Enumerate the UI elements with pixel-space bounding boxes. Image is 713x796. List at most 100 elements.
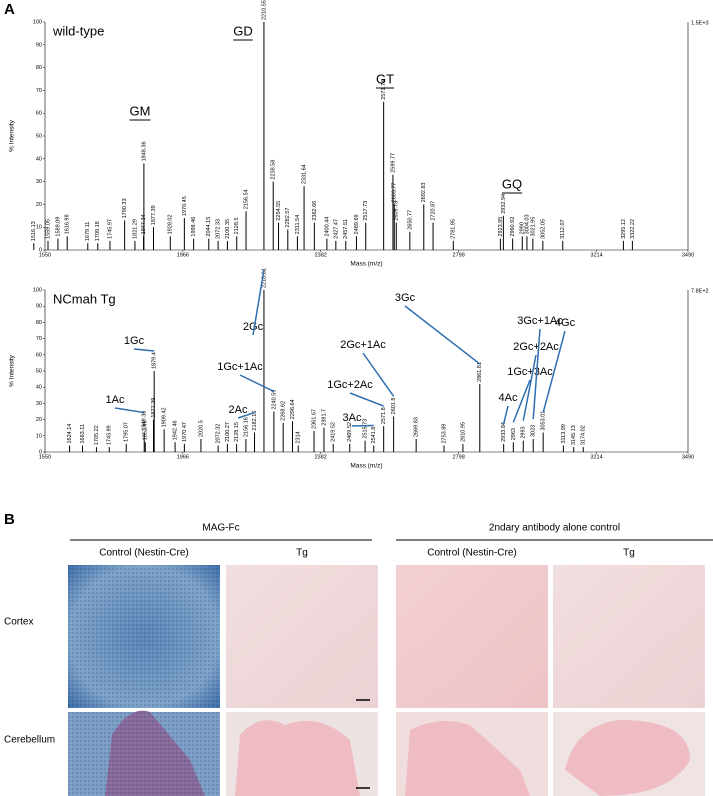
peak-mass-label: 2489.69 (354, 214, 360, 234)
peak-mass-label: 1745.97 (107, 219, 113, 239)
peak-mass-label: 3112.07 (560, 219, 566, 238)
peak-mass-label: 2210.61 (261, 268, 267, 288)
image-region (565, 720, 690, 796)
annotation: 3Ac (343, 412, 362, 424)
y-tick-label: 40 (36, 156, 42, 162)
annotation: 2Ac (229, 404, 248, 416)
peak-mass-label: 3053.01 (541, 411, 547, 431)
peak-mass-label: 2810.95 (460, 422, 466, 442)
peak-mass-label: 2240.59 (271, 390, 277, 410)
peak-mass-label: 1942.46 (173, 420, 179, 440)
max-intensity-label: 7.8E+2 (691, 288, 709, 294)
peak-mass-label: 1909.42 (162, 407, 168, 427)
peak-mass-label: 2990 (520, 222, 526, 234)
y-tick-label: 40 (36, 385, 42, 391)
annotation: 2Gc+1Ac (340, 339, 386, 351)
annotation-pointer (239, 374, 275, 393)
peak-mass-label: 2571.8 (381, 407, 387, 424)
peak-mass-label: 3004.03 (524, 214, 530, 234)
peak-mass-label: 2282.57 (285, 208, 291, 228)
peak-mass-label: 2311.54 (295, 215, 301, 234)
peak-mass-label: 2517.73 (363, 201, 369, 221)
peak-mass-label: 1879.4 (152, 352, 158, 369)
peak-mass-label: 1663.11 (80, 424, 86, 443)
peak-mass-label: 2457.51 (343, 219, 349, 239)
annotation: 3Gc+1Ac (517, 315, 563, 327)
x-tick-label: 2382 (315, 454, 327, 460)
max-intensity-label: 1.5E+3 (691, 20, 709, 26)
x-tick-label: 3214 (590, 252, 602, 258)
histology-images (68, 565, 705, 796)
x-axis-label: Mass (m/z) (350, 261, 382, 268)
column-header: Tg (296, 548, 308, 559)
image-region (235, 720, 360, 796)
y-tick-label: 0 (39, 449, 42, 455)
y-tick-label: 100 (33, 287, 42, 293)
annotation-pointer (237, 411, 255, 419)
peak-mass-label: 2072.33 (216, 219, 222, 239)
peak-mass-label: 2268.62 (281, 401, 287, 421)
y-tick-label: 30 (36, 179, 42, 185)
x-tick-label: 2798 (453, 454, 465, 460)
peak-mass-label: 1970.47 (182, 422, 188, 442)
annotation: 4Gc (555, 317, 576, 329)
annotation: 4Ac (499, 392, 518, 404)
peak-mass-label: 2156.16 (243, 417, 249, 437)
image-texture (68, 565, 220, 708)
x-tick-label: 3490 (682, 454, 694, 460)
y-axis-label: % Intensity (9, 354, 16, 387)
x-tick-label: 1966 (177, 454, 189, 460)
annotation-pointer (362, 352, 395, 397)
y-tick-label: 70 (36, 336, 42, 342)
peak-mass-label: 2720.87 (431, 201, 437, 221)
peak-mass-label: 3113.99 (561, 424, 567, 443)
y-tick-label: 20 (36, 202, 42, 208)
annotation: GT (376, 71, 394, 86)
peak-mass-label: 2156.54 (243, 189, 249, 209)
peak-mass-label: 2314 (296, 431, 302, 443)
peak-mass-label: 2781.85 (451, 219, 457, 239)
y-tick-label: 50 (36, 133, 42, 139)
peak-mass-label: 2100.35 (225, 219, 231, 239)
peak-mass-label: 3295.12 (621, 219, 627, 239)
peak-mass-label: 2128.5 (234, 217, 240, 234)
y-tick-label: 50 (36, 368, 42, 374)
annotation: 1Gc+3Ac (507, 366, 553, 378)
y-axis-label: % Intensity (9, 119, 16, 152)
peak-mass-label: 2601.8 (391, 398, 397, 415)
x-axis-label: Mass (m/z) (350, 463, 382, 470)
annotation-pointer (532, 328, 541, 420)
y-tick-label: 20 (36, 417, 42, 423)
y-tick-label: 80 (36, 320, 42, 326)
peak-mass-label: 1624.14 (67, 424, 73, 444)
peak-mass-label: 2650.77 (407, 210, 413, 230)
peak-mass-label: 1928.02 (168, 214, 174, 234)
peak-mass-label: 2515.73 (363, 419, 369, 439)
peak-mass-label: 3174.02 (581, 425, 587, 445)
annotation-pointer (133, 348, 155, 352)
peak-mass-label: 2993 (521, 426, 527, 438)
peak-mass-label: 1679.11 (85, 222, 91, 241)
peak-mass-label: 1877.39 (151, 205, 157, 225)
peak-mass-label: 2020.5 (198, 420, 204, 437)
peak-mass-label: 2963 (511, 428, 517, 440)
annotation-pointer (502, 405, 509, 425)
peak-mass-label: 2238.58 (271, 160, 277, 180)
peak-mass-label: 2427.47 (333, 219, 339, 239)
peak-mass-label: 2669.83 (414, 417, 420, 437)
annotation-pointer (522, 354, 537, 421)
y-tick-label: 90 (36, 42, 42, 48)
row-header: Cerebellum (4, 735, 55, 746)
peak-mass-label: 2933.84 (501, 422, 507, 442)
peak-mass-label: 2692.83 (421, 183, 427, 203)
panel-label: B (4, 511, 15, 528)
peak-mass-label: 2861.81 (477, 362, 483, 382)
peak-mass-label: 3145.13 (571, 425, 577, 445)
image-region (405, 721, 530, 796)
peak-mass-label: 2419.52 (331, 422, 337, 442)
peak-mass-label: 1795.07 (124, 422, 130, 442)
annotation-pointer (404, 305, 481, 365)
annotation-pointer (512, 379, 531, 423)
peak-mass-label: 1743.99 (107, 425, 113, 445)
